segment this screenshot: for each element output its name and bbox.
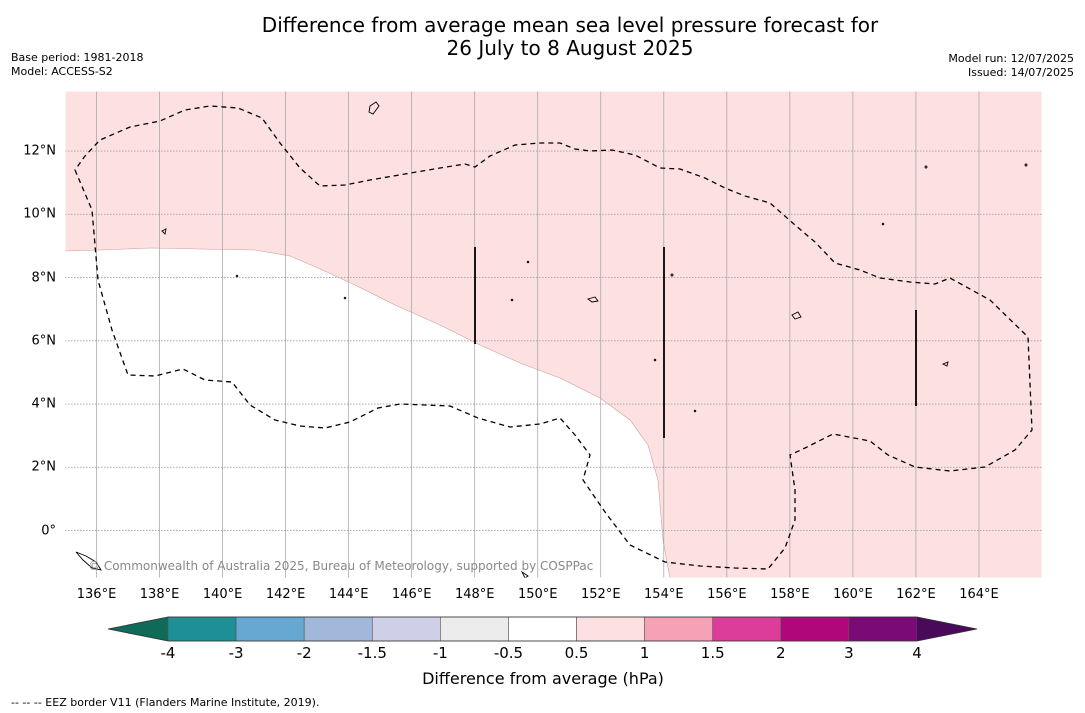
colorbar-tick-label: -4	[160, 644, 176, 662]
colorbar-tick-label: 2	[776, 644, 786, 662]
colorbar-tick-label: -1.5	[357, 644, 387, 662]
longitude-label: 154°E	[644, 587, 684, 602]
legend-footer: -- -- -- EEZ border V11 (Flanders Marine…	[11, 696, 320, 709]
longitude-label: 158°E	[770, 587, 810, 602]
chart-title: Difference from average mean sea level p…	[200, 14, 940, 60]
latitude-label: 12°N	[23, 143, 56, 159]
colorbar-block	[167, 616, 237, 642]
latitude-label: 2°N	[31, 459, 57, 475]
colorbar-block	[303, 616, 373, 642]
islands	[75, 101, 1028, 578]
colorbar-block	[576, 616, 645, 642]
longitude-label: 144°E	[328, 587, 369, 602]
issued-date: Issued: 14/07/2025	[967, 66, 1074, 79]
longitude-label: 164°E	[959, 587, 999, 602]
longitude-label: 138°E	[139, 587, 180, 602]
longitude-label: 136°E	[76, 587, 117, 602]
longitude-label: 160°E	[833, 587, 873, 602]
colorbar-tick-label: -1	[432, 644, 448, 662]
colorbar-tick-label: -2	[296, 644, 312, 662]
longitude-label: 150°E	[517, 587, 558, 602]
title-line-2: 26 July to 8 August 2025	[446, 36, 694, 60]
colorbar-block	[371, 616, 441, 642]
longitude-label: 140°E	[202, 587, 243, 602]
longitude-label: 156°E	[707, 587, 747, 602]
copyright-notice: © Commonwealth of Australia 2025, Bureau…	[88, 559, 593, 573]
colorbar-tick-label: 0.5	[564, 644, 589, 662]
meta-left: Base period: 1981-2018 Model: ACCESS-S2	[11, 51, 143, 79]
colorbar-tick-label: 3	[844, 644, 854, 662]
colorbar-tick-label: 1	[639, 644, 650, 662]
longitude-label: 152°E	[581, 587, 621, 602]
latitude-label: 0°	[41, 523, 56, 539]
colorbar-block	[644, 616, 714, 642]
title-line-1: Difference from average mean sea level p…	[261, 13, 879, 37]
model-name: Model: ACCESS-S2	[11, 65, 113, 78]
colorbar-block	[440, 616, 509, 642]
latitude-label: 4°N	[31, 396, 57, 412]
colorbar-block	[235, 616, 305, 642]
latitude-label: 10°N	[23, 206, 56, 222]
colorbar-under-extension	[108, 617, 168, 641]
map-frame	[64, 90, 1043, 579]
colorbar-tick-label: 1.5	[700, 644, 725, 662]
latitude-label: 8°N	[31, 270, 57, 286]
colorbar-title: Difference from average (hPa)	[422, 669, 664, 688]
meta-right: Model run: 12/07/2025 Issued: 14/07/2025	[948, 52, 1074, 80]
colorbar-blocks	[167, 616, 918, 642]
colorbar-tick-label: -0.5	[493, 644, 524, 662]
eez-border-west	[74, 105, 1033, 570]
colorbar-block	[848, 616, 918, 642]
colorbar-tick-label: 4	[912, 644, 922, 662]
model-run: Model run: 12/07/2025	[948, 52, 1074, 65]
positive-anomaly-region	[65, 91, 1042, 578]
longitude-label: 146°E	[391, 587, 432, 602]
longitude-label: 142°E	[265, 587, 306, 602]
colorbar-block	[712, 616, 782, 642]
base-period: Base period: 1981-2018	[11, 51, 144, 64]
colorbar-block	[780, 616, 850, 642]
colorbar-tick-label: -3	[228, 644, 244, 662]
longitude-label: 148°E	[454, 587, 495, 602]
longitude-label: 162°E	[896, 587, 936, 602]
colorbar-over-extension	[917, 617, 977, 641]
colorbar-block	[508, 616, 577, 642]
latitude-label: 6°N	[31, 333, 57, 349]
